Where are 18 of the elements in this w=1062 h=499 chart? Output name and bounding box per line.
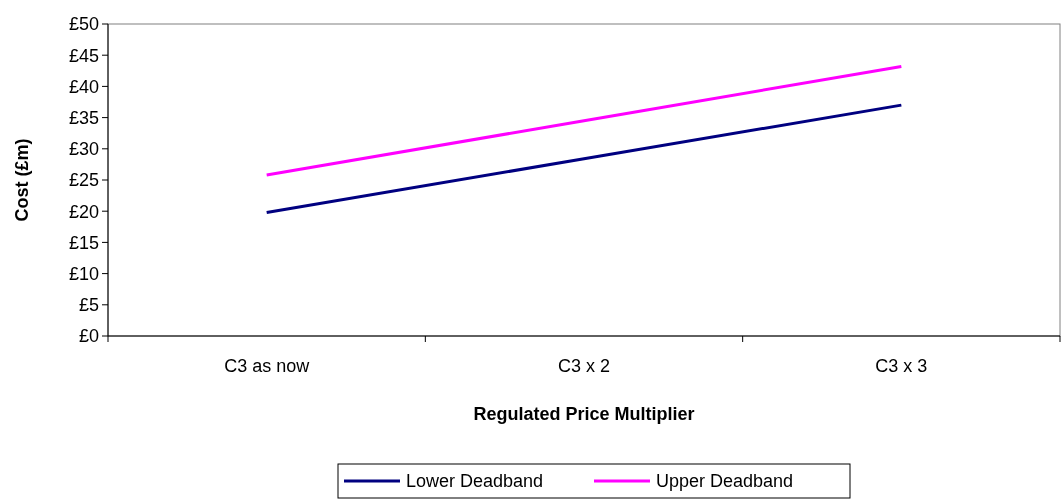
- x-tick-label: C3 x 2: [557, 356, 611, 376]
- y-axis-title: Cost (£m): [12, 138, 32, 222]
- legend-label: Upper Deadband: [656, 471, 794, 492]
- y-tick-label: £25: [68, 170, 99, 191]
- y-tick-label: £15: [68, 232, 99, 253]
- x-axis-title: Regulated Price Multiplier: [473, 404, 695, 424]
- y-tick-label: £10: [68, 263, 99, 284]
- x-tick-label: C3 as now: [224, 356, 311, 376]
- y-tick-label: £5: [78, 295, 99, 316]
- y-tick-label: £40: [68, 76, 99, 97]
- y-tick-label: £35: [68, 107, 99, 128]
- y-tick-label: £50: [68, 14, 99, 35]
- legend-label: Lower Deadband: [406, 471, 544, 492]
- y-tick-label: £0: [78, 326, 99, 347]
- x-tick-label: C3 x 3: [875, 356, 928, 376]
- y-tick-label: £45: [68, 45, 99, 66]
- y-tick-label: £30: [68, 139, 99, 160]
- y-tick-label: £20: [68, 201, 99, 222]
